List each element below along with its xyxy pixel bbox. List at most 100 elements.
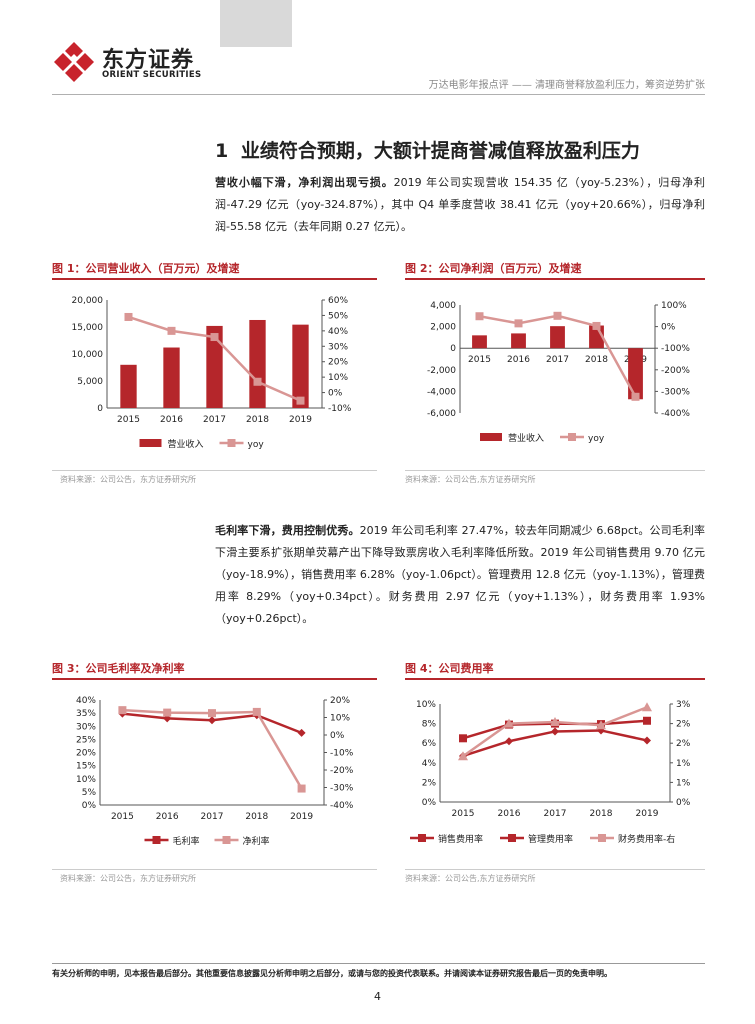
- x-tick-label: 2017: [546, 355, 569, 365]
- bar: [550, 326, 565, 349]
- y-tick-label: 0: [97, 404, 103, 414]
- legend-marker: [227, 439, 236, 447]
- x-tick-label: 2016: [160, 415, 183, 425]
- y2-tick-label: -300%: [661, 387, 690, 397]
- y2-tick-label: -200%: [661, 366, 690, 376]
- header-tab: [220, 0, 292, 47]
- y2-tick-label: 10%: [328, 373, 348, 383]
- x-tick-label: 2019: [636, 809, 659, 819]
- x-tick-label: 2016: [507, 355, 530, 365]
- legend-label: yoy: [248, 440, 265, 450]
- figure-2-source-rule: [405, 470, 705, 471]
- section-number: 1: [215, 140, 229, 162]
- figure-2-rule: [405, 278, 705, 280]
- legend-marker: [508, 834, 516, 842]
- bar: [206, 325, 223, 408]
- paragraph-margin: 毛利率下滑，费用控制优秀。2019 年公司毛利率 27.47%，较去年同期减少 …: [215, 520, 705, 630]
- legend-marker: [568, 433, 576, 441]
- x-tick-label: 2017: [201, 812, 224, 822]
- data-point: [163, 708, 172, 717]
- data-point: [253, 377, 262, 386]
- x-tick-label: 2015: [111, 812, 134, 822]
- data-point: [504, 718, 514, 728]
- figure-1-rule: [52, 278, 377, 280]
- figure-3-source-rule: [52, 869, 377, 870]
- legend-swatch: [480, 433, 502, 441]
- y-tick-label: 15%: [76, 762, 96, 772]
- data-point: [551, 727, 559, 736]
- data-point: [643, 736, 651, 745]
- data-point: [252, 707, 261, 716]
- figure-1-title: 图 1：公司营业收入（百万元）及增速: [52, 262, 240, 275]
- y-tick-label: -6,000: [427, 409, 456, 419]
- y-tick-label: 10%: [416, 700, 436, 710]
- legend-marker: [152, 836, 161, 844]
- legend-label: yoy: [588, 434, 605, 444]
- bar: [249, 319, 266, 408]
- y2-tick-label: 3%: [676, 700, 691, 710]
- y2-tick-label: -20%: [330, 766, 354, 776]
- y-tick-label: 10,000: [72, 350, 104, 360]
- y-tick-label: 5%: [82, 788, 97, 798]
- y-tick-label: 0%: [422, 798, 437, 808]
- data-point: [596, 720, 606, 730]
- x-tick-label: 2018: [245, 812, 268, 822]
- data-point: [296, 396, 305, 405]
- logo: 东方证券 ORIENT SECURITIES: [52, 40, 242, 90]
- y2-tick-label: -10%: [330, 749, 354, 759]
- figure-2-source: 资料来源：公司公告,东方证券研究所: [405, 475, 536, 484]
- y-tick-label: -4,000: [427, 387, 456, 397]
- y2-tick-label: 2%: [676, 720, 691, 730]
- y2-tick-label: -400%: [661, 409, 690, 419]
- figure-3-chart: 40% 35% 30% 25% 20% 15% 10% 5% 0% 20% 10% 0% -10% -20…: [76, 696, 354, 847]
- y2-tick-label: -100%: [661, 344, 690, 354]
- x-tick-label: 2018: [585, 355, 608, 365]
- footer-disclaimer: 有关分析师的申明，见本报告最后部分。其他重要信息披露见分析师申明之后部分，或请与…: [52, 969, 612, 978]
- x-tick-label: 2016: [498, 809, 521, 819]
- x-tick-label: 2018: [246, 415, 269, 425]
- figure-2-chart: 4,000 2,000 0 -2,000 -4,000 -6,000 100% 0% -100%…: [427, 301, 690, 444]
- bar: [511, 333, 526, 349]
- header-divider: [52, 94, 705, 95]
- legend-label: 毛利率: [173, 835, 200, 847]
- legend-label: 营业收入: [168, 438, 204, 450]
- data-point: [475, 312, 484, 321]
- y-tick-label: 0: [450, 344, 456, 354]
- figure-1-source-rule: [52, 470, 377, 471]
- y-tick-label: 40%: [76, 696, 96, 706]
- legend-swatch: [139, 439, 162, 447]
- y-tick-label: -2,000: [427, 366, 456, 376]
- data-point: [297, 728, 306, 737]
- paragraph-revenue: 营收小幅下滑，净利润出现亏损。2019 年公司实现营收 154.35 亿（yoy…: [215, 172, 705, 238]
- x-tick-label: 2019: [290, 812, 313, 822]
- figure-3-title: 图 3：公司毛利率及净利率: [52, 662, 185, 675]
- y2-tick-label: 60%: [328, 296, 348, 306]
- x-tick-label: 2015: [468, 355, 491, 365]
- paragraph-body: 2019 年公司毛利率 27.47%，较去年同期减少 6.68pct。公司毛利率…: [215, 524, 706, 625]
- data-point: [458, 751, 468, 761]
- data-point: [643, 716, 651, 725]
- footer-divider: [52, 963, 705, 964]
- data-point: [505, 737, 513, 746]
- data-point: [118, 706, 127, 715]
- y2-tick-label: -40%: [330, 801, 354, 811]
- y2-tick-label: 2%: [676, 739, 691, 749]
- data-point: [642, 702, 652, 712]
- y-tick-label: 15,000: [72, 323, 104, 333]
- legend-label: 净利率: [243, 835, 270, 847]
- y2-tick-label: 10%: [330, 714, 350, 724]
- y-tick-label: 4,000: [430, 301, 456, 311]
- paragraph-body: 2019 年公司实现营收 154.35 亿（yoy-5.23%），归母净利润-4…: [215, 176, 706, 233]
- legend-marker: [222, 836, 231, 844]
- x-tick-label: 2015: [117, 415, 140, 425]
- data-point: [124, 312, 133, 321]
- page-number: 4: [374, 990, 381, 1003]
- bar: [292, 324, 309, 408]
- y2-tick-label: 1%: [676, 759, 691, 769]
- figure-4-rule: [405, 678, 705, 680]
- data-point: [631, 392, 640, 401]
- x-tick-label: 2016: [156, 812, 179, 822]
- y2-tick-label: -30%: [330, 784, 354, 794]
- x-tick-label: 2015: [452, 809, 475, 819]
- y-tick-label: 30%: [76, 722, 96, 732]
